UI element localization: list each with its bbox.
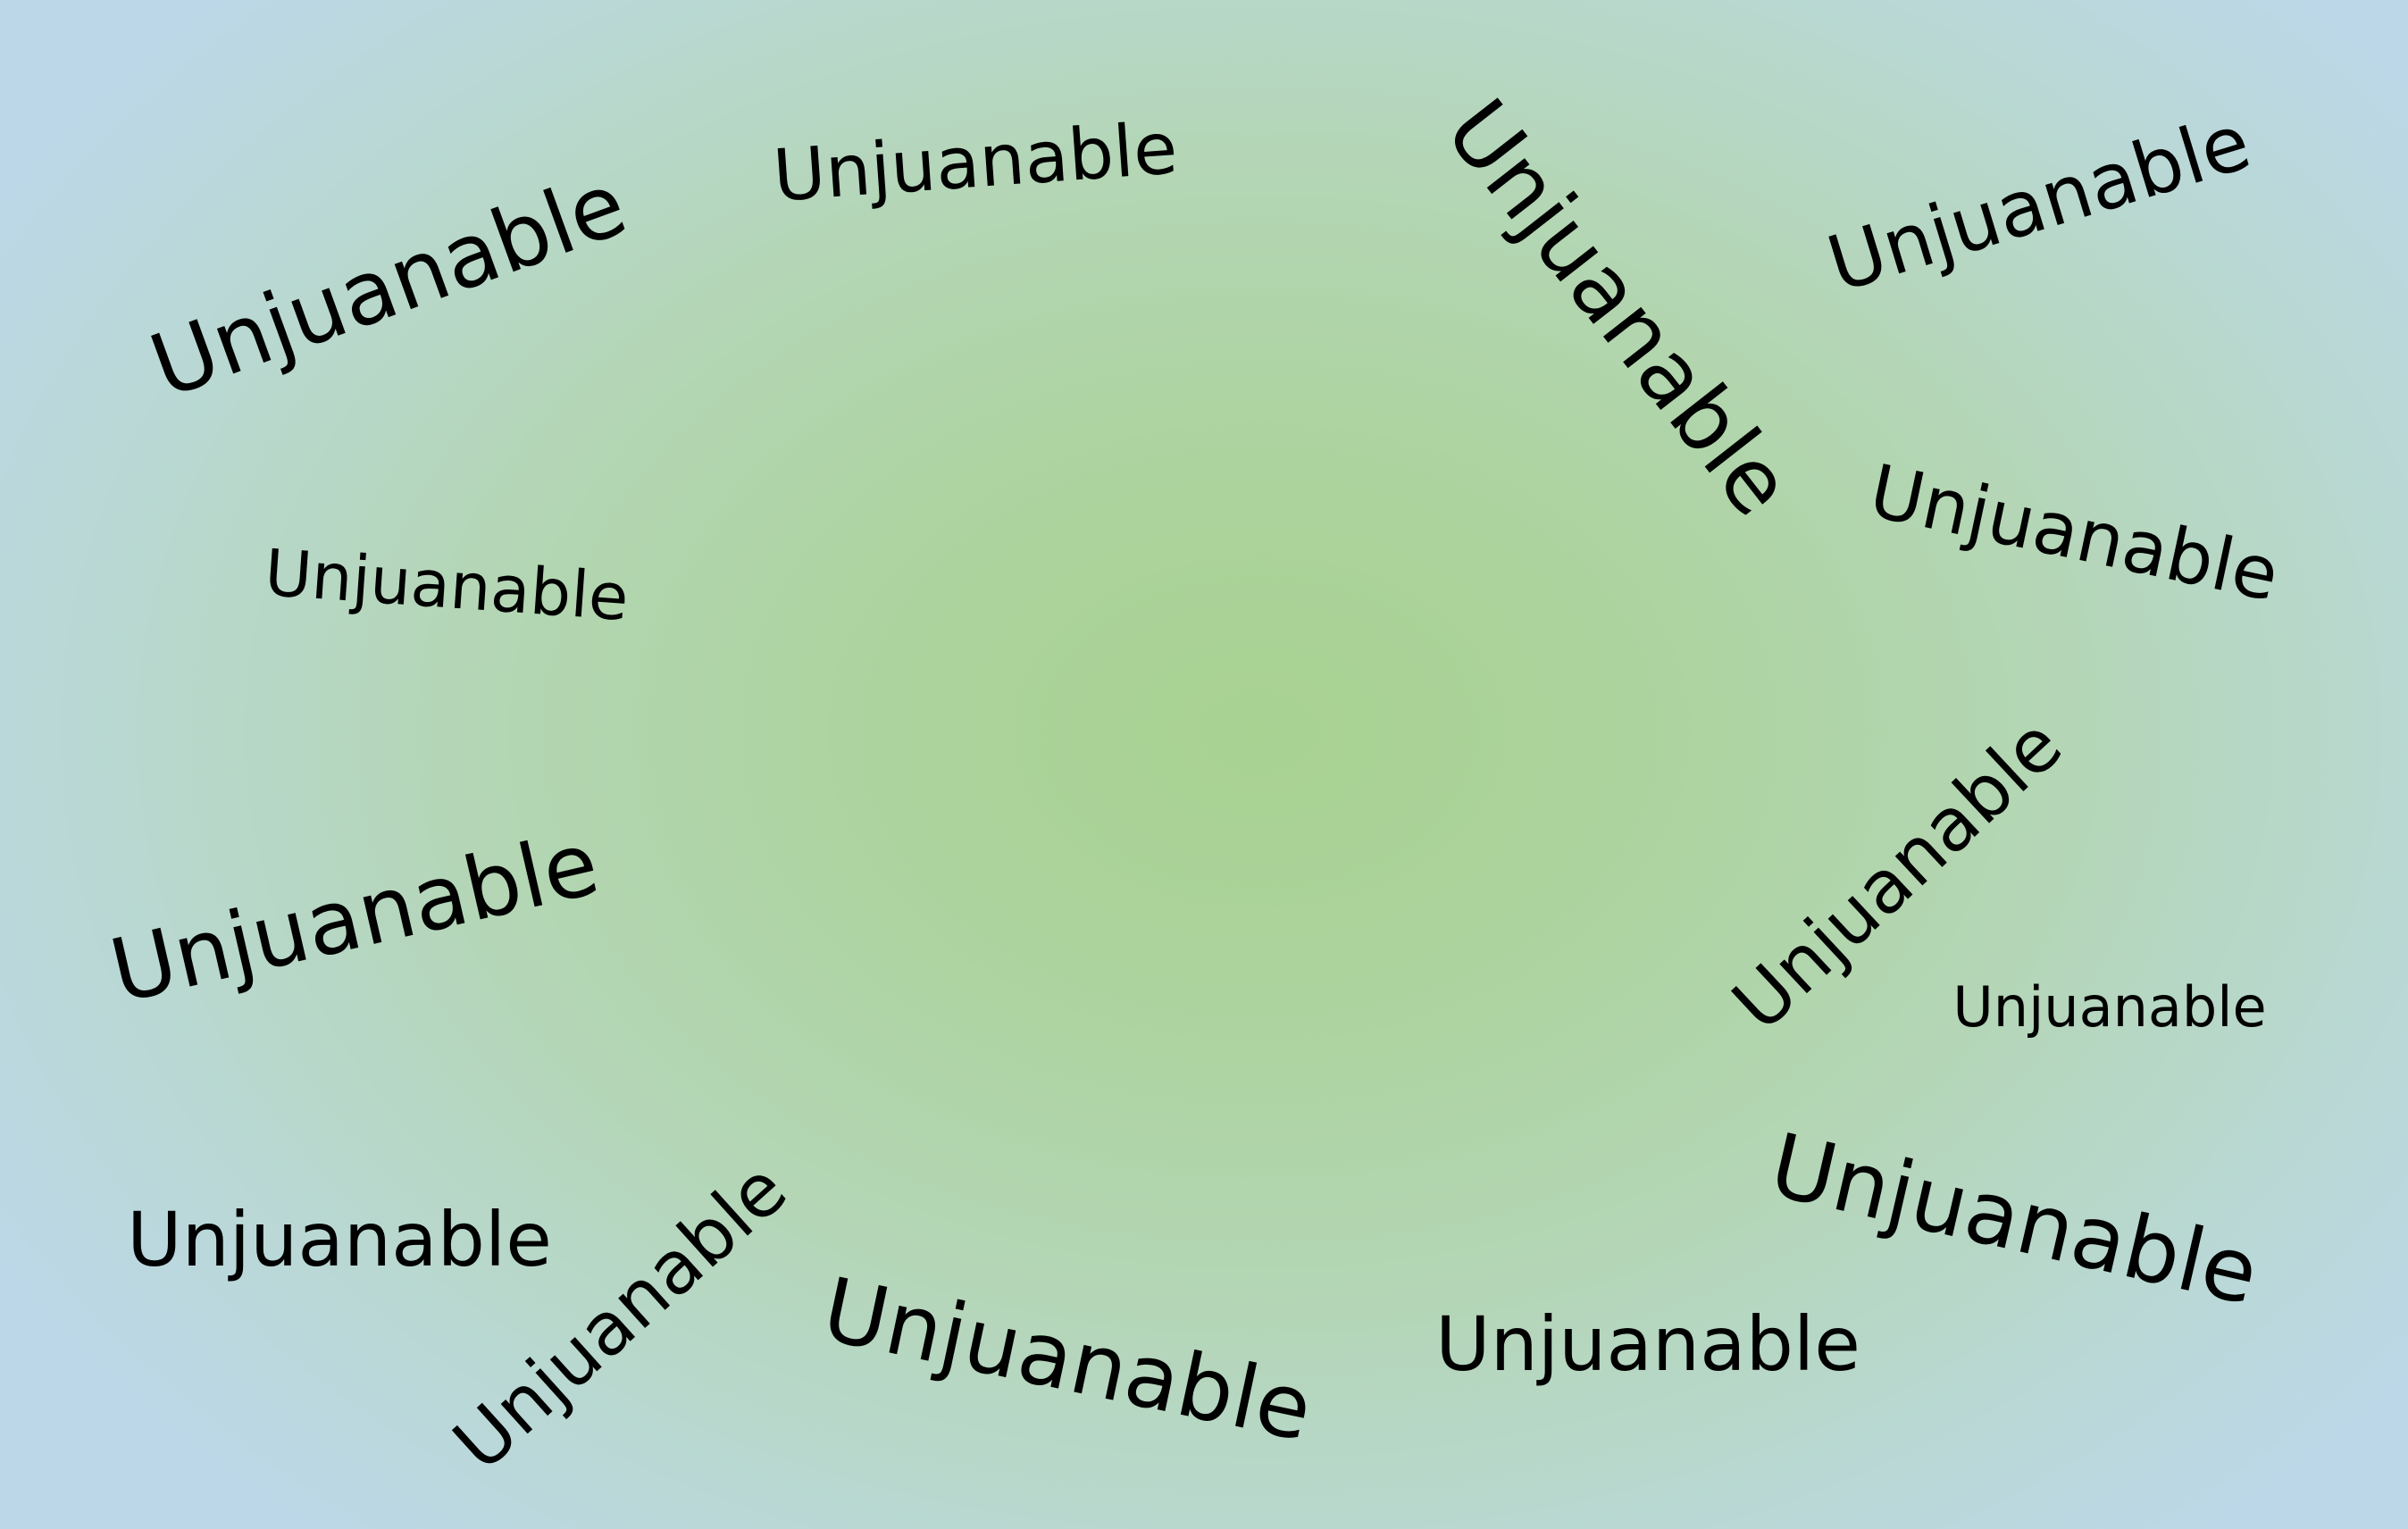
word-top-left: Unjuanable	[138, 153, 640, 419]
word-right-upper: Unjuanable	[1862, 448, 2287, 619]
word-left-middle: Unjuanable	[101, 813, 608, 1024]
word-left-upper: Unjuanable	[262, 534, 631, 636]
word-top-right: Unjuanable	[1818, 96, 2261, 311]
word-bottom-left: Unjuanable	[127, 1196, 552, 1283]
word-bottom-right: Unjuanable	[1435, 1300, 1860, 1388]
word-right-small: Unjuanable	[1952, 974, 2267, 1040]
word-bottom-center: Unjuanable	[814, 1258, 1321, 1462]
word-top-center: Unjuanable	[770, 106, 1181, 218]
word-bottom-right-upper: Unjuanable	[1760, 1115, 2268, 1325]
word-top-diagonal: Unjuanable	[1426, 81, 1811, 535]
